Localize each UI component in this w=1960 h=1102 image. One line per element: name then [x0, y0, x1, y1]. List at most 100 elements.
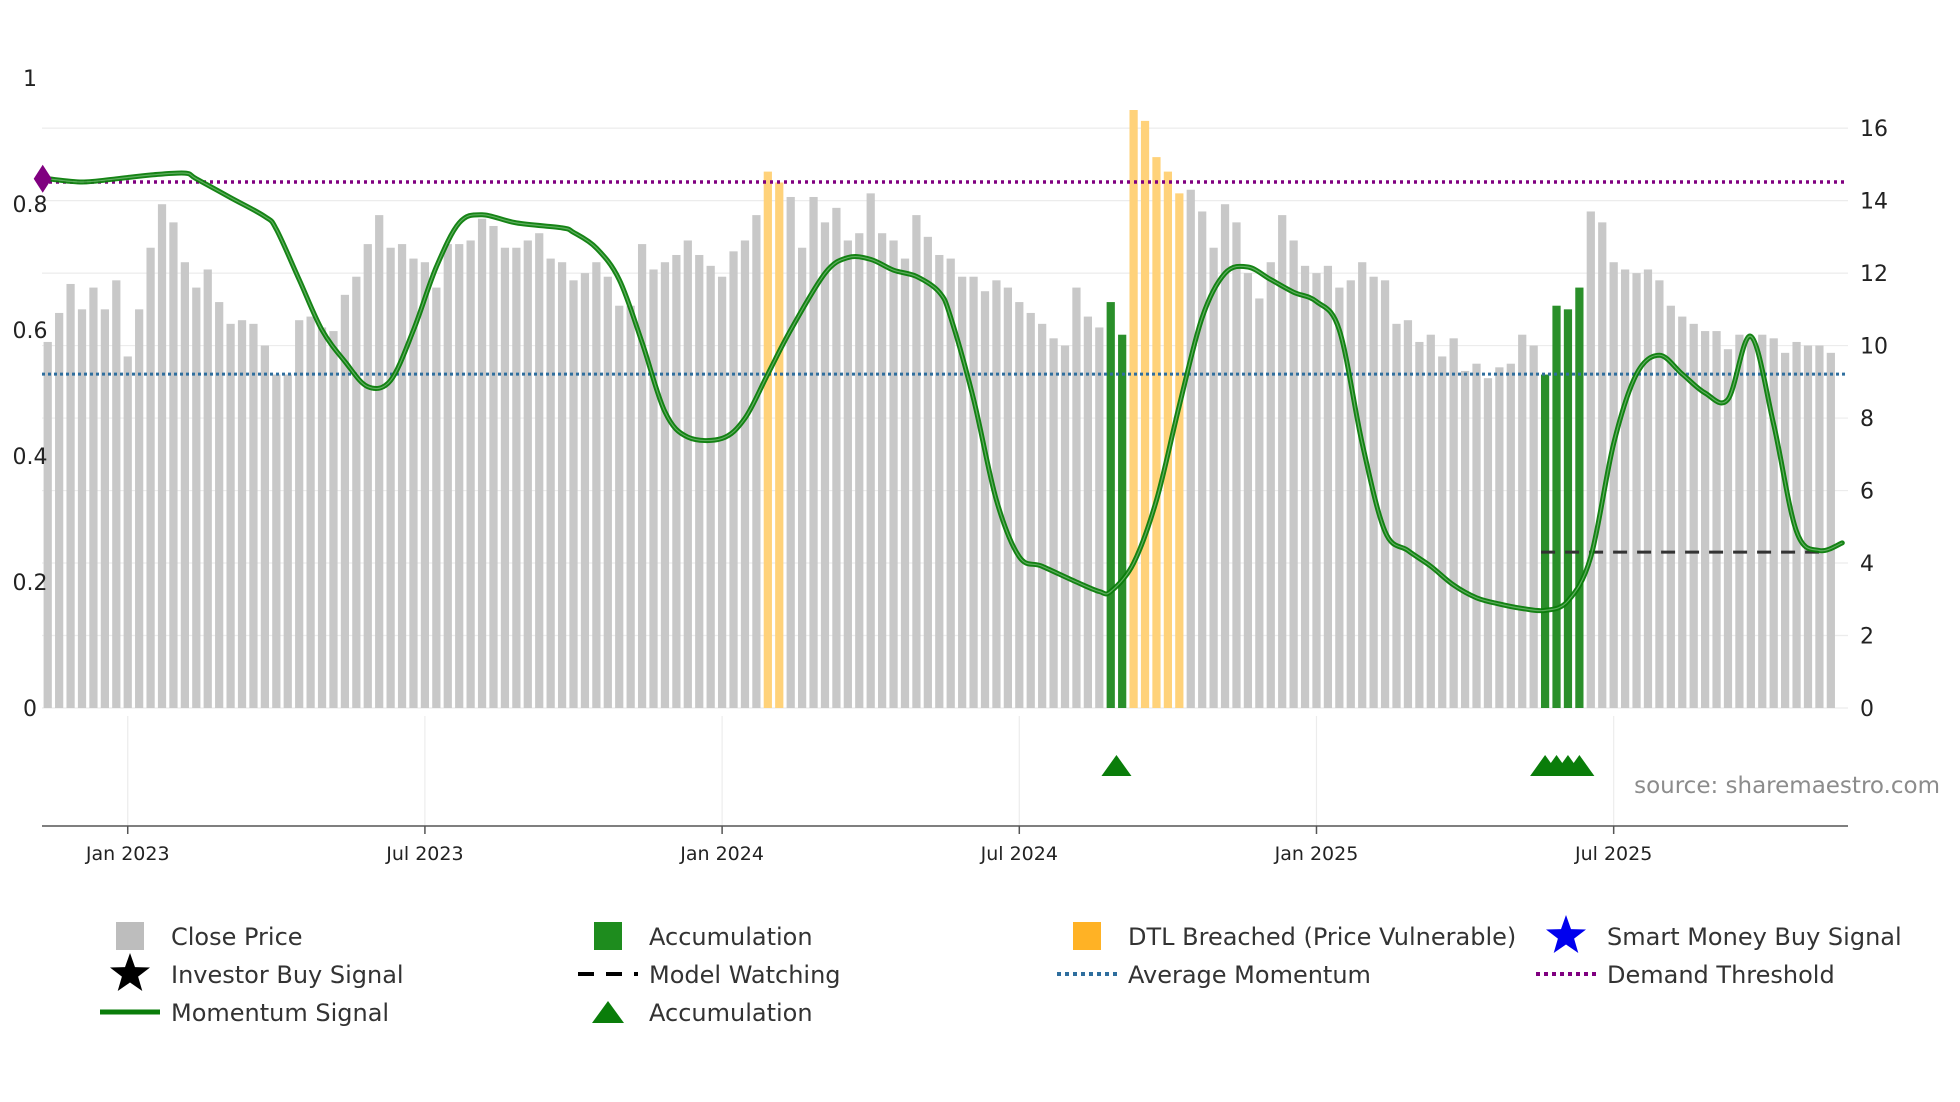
- legend-label: Momentum Signal: [171, 999, 389, 1027]
- close-price-bar: [1438, 356, 1447, 708]
- close-price-bar: [1380, 280, 1390, 708]
- close-price-bar: [1506, 363, 1515, 708]
- close-price-bar: [1529, 345, 1538, 708]
- legend-triangle-icon: [592, 1001, 624, 1023]
- close-price-bar: [706, 265, 715, 708]
- legend-item: Accumulation: [592, 999, 813, 1027]
- accumulation-bar: [1575, 287, 1584, 708]
- legend-label: Accumulation: [649, 999, 813, 1027]
- left-axis-tick: 0.4: [13, 445, 48, 470]
- close-price-bar: [1403, 320, 1413, 708]
- close-price-bar: [66, 283, 75, 708]
- left-axis-tick: 1: [23, 67, 37, 92]
- reference-lines: [42, 180, 1848, 554]
- close-price-bar: [1689, 323, 1698, 708]
- close-price-bar: [112, 280, 121, 708]
- close-price-bar: [969, 276, 978, 708]
- close-price-bar: [923, 236, 932, 708]
- close-price-bar: [660, 262, 670, 708]
- close-price-bar: [340, 294, 350, 708]
- legend-item: Close Price: [116, 922, 303, 951]
- close-price-bar: [740, 240, 750, 709]
- dtl-breached-bar: [1140, 120, 1150, 708]
- close-price-bar: [1392, 323, 1401, 708]
- close-price-bar: [1186, 189, 1195, 708]
- legend-label: Demand Threshold: [1607, 961, 1835, 989]
- close-price-bar: [1472, 363, 1481, 708]
- close-price-bars: [43, 110, 1835, 709]
- right-axis-tick: 4: [1860, 552, 1874, 577]
- close-price-bar: [443, 244, 452, 708]
- close-price-bar: [226, 323, 235, 708]
- left-axis-tick: 0.2: [13, 571, 48, 596]
- close-price-bar: [1735, 334, 1744, 708]
- close-price-bar: [1643, 269, 1653, 708]
- close-price-bar: [1300, 265, 1310, 708]
- close-price-bar: [1358, 262, 1367, 708]
- legend-label: Smart Money Buy Signal: [1607, 923, 1902, 951]
- close-price-bar: [752, 215, 761, 708]
- accumulation-triangle: [1564, 755, 1595, 776]
- close-price-bar: [820, 222, 830, 709]
- close-price-bar: [1678, 316, 1687, 708]
- close-price-bar: [1198, 211, 1207, 708]
- close-price-bar: [100, 309, 109, 708]
- close-price-bar: [1415, 341, 1424, 708]
- close-price-bar: [375, 215, 384, 708]
- close-price-bar: [283, 374, 292, 708]
- close-price-bar: [900, 258, 910, 708]
- legend-item: Smart Money Buy Signal: [1546, 915, 1902, 953]
- close-price-bar: [603, 276, 612, 708]
- dtl-breached-bar: [763, 171, 772, 708]
- accumulation-bar: [1118, 334, 1127, 708]
- legend-square-swatch: [1073, 922, 1101, 950]
- close-price-bar: [683, 240, 692, 709]
- close-price-bar: [489, 225, 498, 708]
- close-price-bar: [1095, 327, 1104, 708]
- left-axis-tick: 0.6: [13, 319, 48, 344]
- close-price-bar: [866, 193, 875, 709]
- legend-square-swatch: [594, 922, 622, 950]
- momentum-signal: [33, 164, 1845, 614]
- dtl-breached-bar: [1129, 110, 1138, 708]
- close-price-bar: [180, 262, 189, 708]
- accumulation-bar: [1540, 374, 1550, 708]
- close-price-bar: [1781, 352, 1790, 708]
- close-price-bar: [386, 247, 395, 709]
- close-price-bar: [523, 240, 532, 709]
- close-price-bar: [935, 254, 944, 708]
- close-price-bar: [157, 204, 167, 709]
- momentum-start-marker: [33, 164, 52, 193]
- accumulation-triangle: [1101, 755, 1132, 776]
- close-price-bar: [1495, 367, 1504, 708]
- close-price-bar: [295, 320, 304, 708]
- close-price-bar: [615, 305, 624, 708]
- close-price-bar: [843, 240, 852, 709]
- close-price-bar: [1255, 298, 1264, 708]
- close-price-bar: [203, 269, 212, 708]
- close-price-bar: [1243, 273, 1253, 708]
- close-price-bar: [1083, 316, 1092, 708]
- close-price-bar: [192, 287, 201, 708]
- right-axis-tick: 2: [1860, 625, 1874, 650]
- close-price-bar: [1278, 215, 1287, 708]
- close-price-bar: [1518, 334, 1527, 708]
- close-price-bar: [272, 374, 281, 708]
- close-price-bar: [580, 273, 590, 708]
- close-price-bar: [512, 247, 521, 709]
- close-price-bar: [1015, 302, 1024, 708]
- legend-label: DTL Breached (Price Vulnerable): [1128, 923, 1516, 951]
- momentum-signal-highlight: [47, 172, 1843, 612]
- close-price-bar: [1026, 312, 1035, 708]
- close-price-bar: [317, 327, 327, 708]
- close-price-bar: [878, 233, 887, 708]
- legend-label: Close Price: [171, 923, 303, 951]
- close-price-bar: [1712, 331, 1721, 708]
- close-price-bar: [409, 258, 418, 708]
- close-price-bar: [1632, 273, 1641, 708]
- left-axis-tick: 0: [23, 697, 37, 722]
- close-price-bar: [1323, 265, 1333, 708]
- close-price-bar: [1609, 262, 1618, 708]
- close-price-bar: [1072, 287, 1081, 708]
